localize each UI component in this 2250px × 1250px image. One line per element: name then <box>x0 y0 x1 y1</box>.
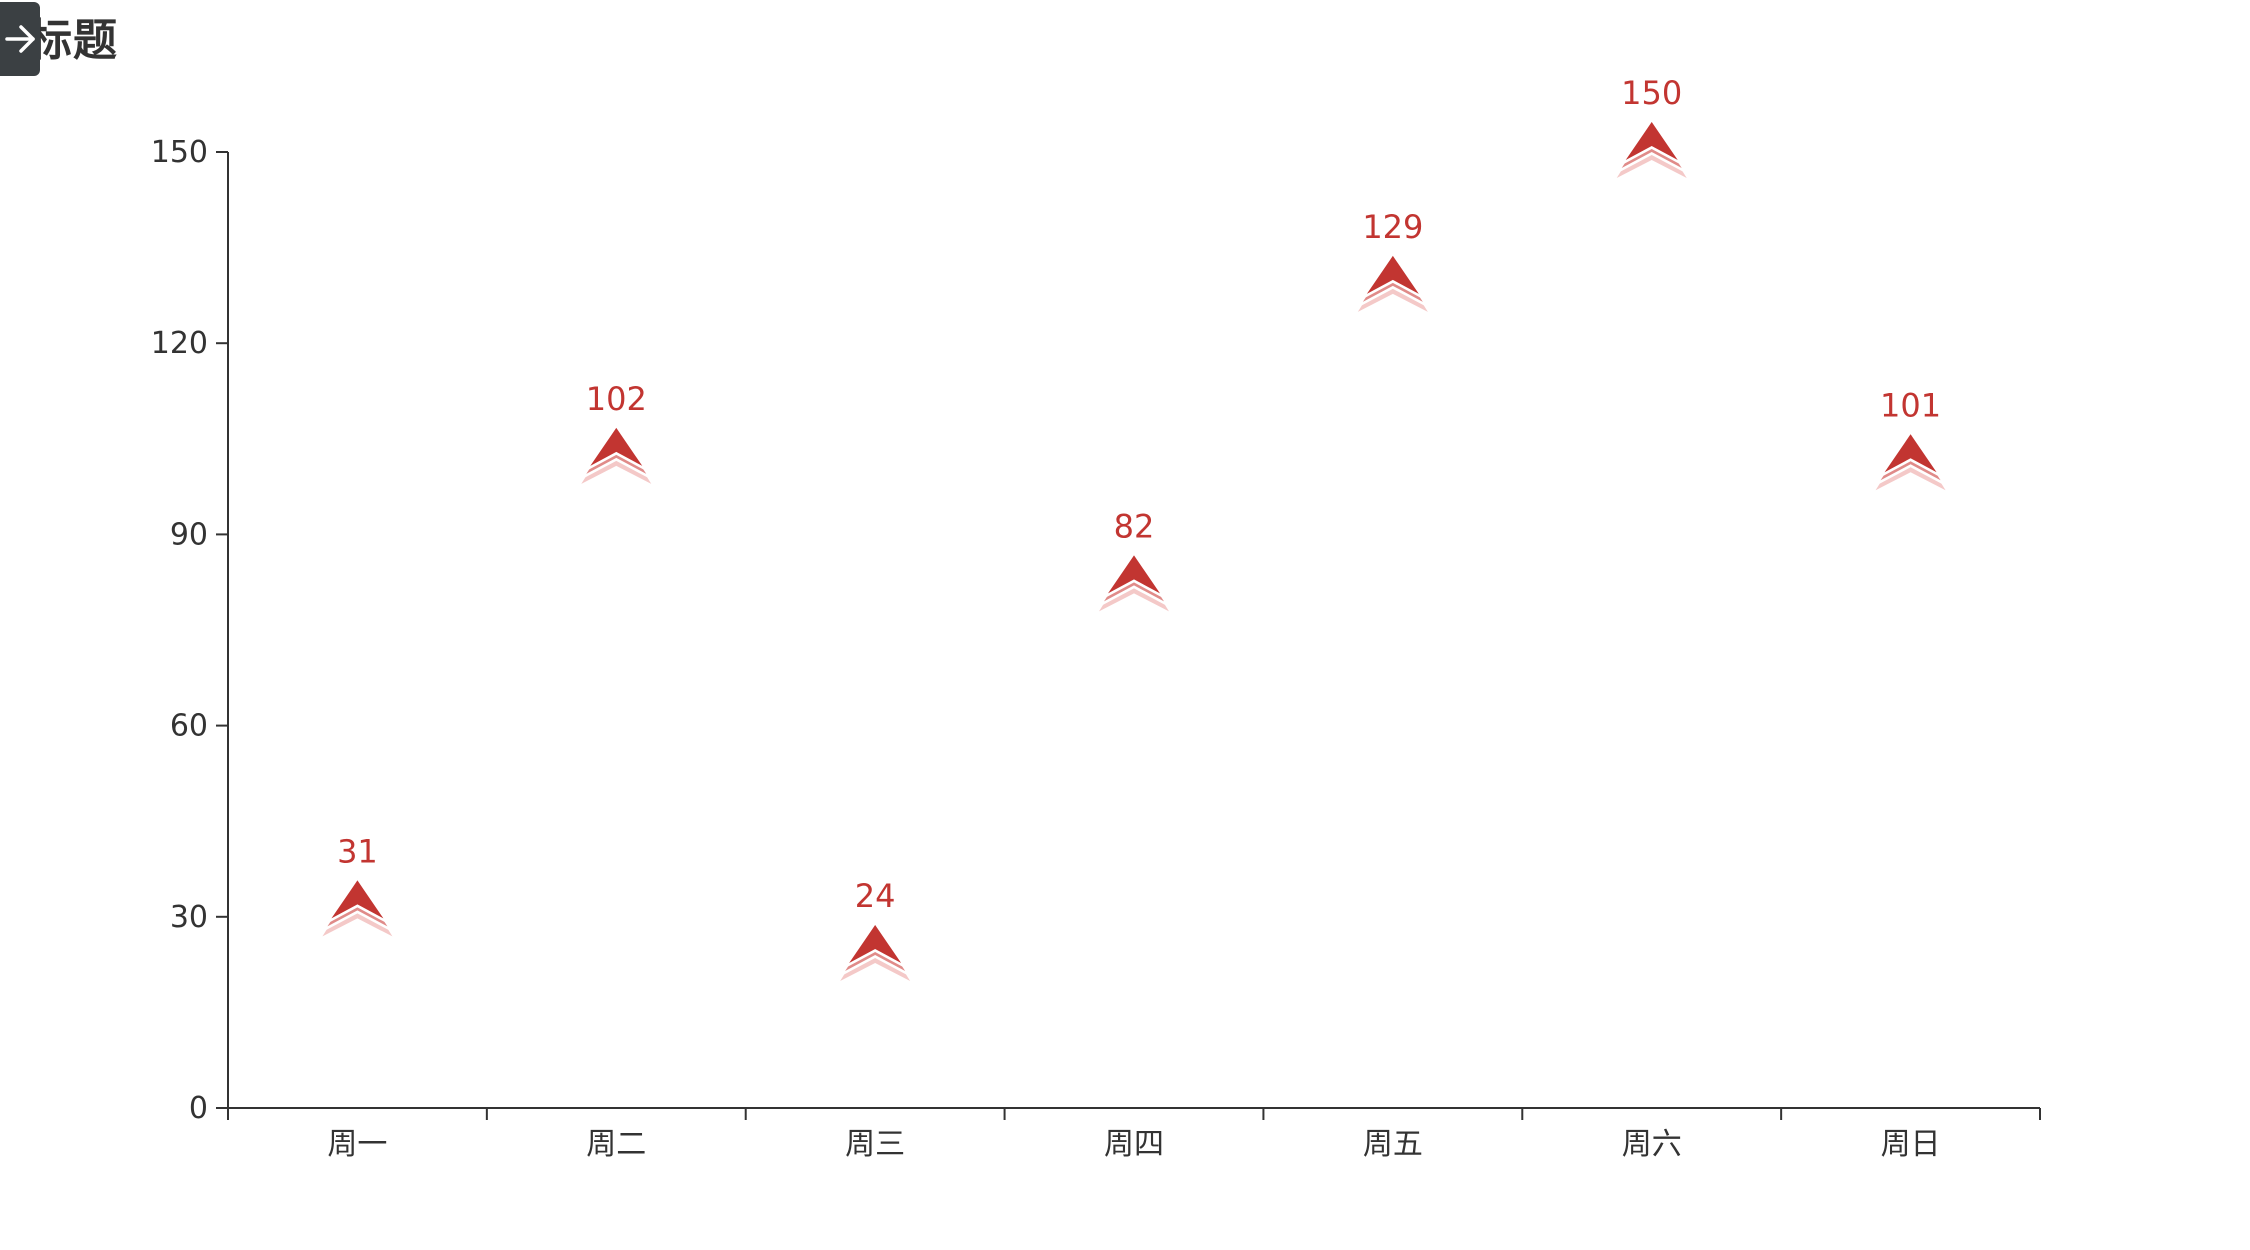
x-axis: 周一 周二 周三 周四 周五 周六 周日 <box>227 1107 2041 1162</box>
data-point[interactable] <box>840 925 911 982</box>
arrow-symbol-core <box>1366 255 1419 294</box>
x-tick-label: 周日 <box>1881 1127 1941 1162</box>
y-tick-label: 30 <box>170 900 208 935</box>
y-axis: 0 30 60 90 120 150 <box>151 135 229 1126</box>
y-tick-label: 90 <box>170 517 208 552</box>
data-label: 31 <box>337 832 378 870</box>
y-tick-label: 150 <box>151 135 208 170</box>
arrow-symbol-core <box>331 880 384 919</box>
data-point[interactable] <box>322 880 393 937</box>
y-tick-label: 120 <box>151 326 208 361</box>
series-points: 31 102 24 82 129 150 101 <box>322 74 1946 982</box>
data-label: 129 <box>1362 208 1423 246</box>
arrow-symbol-core <box>849 925 902 964</box>
arrow-symbol-core <box>1884 434 1937 473</box>
collapse-toggle-button[interactable] <box>0 2 40 76</box>
x-tick-label: 周三 <box>845 1127 905 1162</box>
x-tick-label: 周四 <box>1104 1127 1164 1162</box>
data-label: 24 <box>855 877 896 915</box>
x-tick-label: 周一 <box>327 1127 387 1162</box>
arrow-symbol-core <box>1625 122 1678 160</box>
y-tick-label: 60 <box>170 709 208 744</box>
arrow-symbol-core <box>590 427 643 466</box>
data-point[interactable] <box>1875 434 1946 491</box>
data-label: 102 <box>586 380 647 418</box>
data-label: 101 <box>1880 386 1941 424</box>
data-point[interactable] <box>1616 122 1687 178</box>
arrow-symbol-core <box>1108 555 1160 594</box>
x-tick-label: 周六 <box>1622 1127 1682 1162</box>
data-label: 82 <box>1114 507 1155 545</box>
data-point[interactable] <box>581 427 652 484</box>
y-tick-label: 0 <box>189 1091 208 1126</box>
data-label: 150 <box>1621 74 1682 112</box>
data-point[interactable] <box>1357 255 1428 312</box>
chart-title: 标题 <box>28 15 118 66</box>
x-tick-label: 周五 <box>1363 1127 1423 1162</box>
arrow-right-icon <box>5 25 35 53</box>
data-point[interactable] <box>1099 555 1169 612</box>
x-tick-label: 周二 <box>586 1127 646 1162</box>
